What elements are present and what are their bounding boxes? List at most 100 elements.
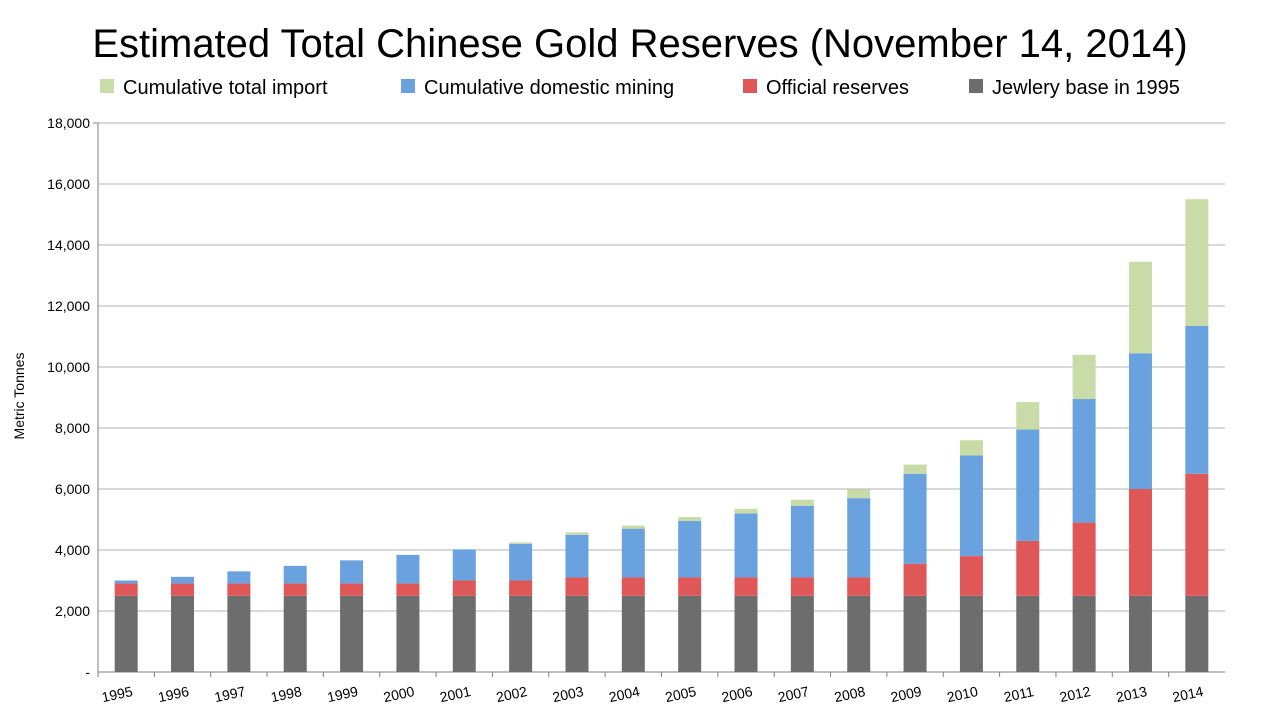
x-tick-label: 1999 <box>326 683 360 705</box>
legend-item: Jewlery base in 1995 <box>969 77 1180 99</box>
bar-segment-official-reserves-2014 <box>1185 473 1209 596</box>
x-tick-label: 2009 <box>889 683 923 705</box>
bar-segment-official-reserves-1996 <box>171 583 195 596</box>
bar-segment-official-reserves-1995 <box>114 583 138 596</box>
x-tick-label: 2005 <box>664 683 698 705</box>
bar-segment-official-reserves-2011 <box>1016 540 1040 596</box>
y-tick-label: 2,000 <box>55 603 90 619</box>
bar-segment-official-reserves-2007 <box>790 577 814 596</box>
bar-segment-official-reserves-2000 <box>396 583 420 596</box>
bar-segment-cumulative-domestic-mining-2006 <box>734 513 758 578</box>
bar-segment-cumulative-total-import-2008 <box>847 489 871 499</box>
x-tick-label: 1998 <box>269 683 303 705</box>
bar-segment-official-reserves-2001 <box>452 580 476 596</box>
legend-swatch <box>100 79 114 93</box>
bar-segment-jewlery-base-in-1995-1998 <box>283 595 307 672</box>
legend-item: Cumulative total import <box>100 77 328 99</box>
bar-segment-official-reserves-2004 <box>621 577 645 596</box>
bar-segment-cumulative-domestic-mining-2009 <box>903 473 927 564</box>
bar-segment-cumulative-total-import-2012 <box>1072 354 1096 400</box>
bar-segment-jewlery-base-in-1995-2001 <box>452 595 476 672</box>
bar-segment-cumulative-total-import-2011 <box>1016 402 1040 430</box>
bar-segment-jewlery-base-in-1995-2007 <box>790 595 814 672</box>
x-tick-label: 2010 <box>945 683 979 705</box>
bar-segment-cumulative-domestic-mining-2001 <box>452 549 476 581</box>
bar-segment-cumulative-domestic-mining-2013 <box>1128 353 1152 489</box>
y-tick-label: 8,000 <box>55 420 90 436</box>
bar-segment-cumulative-domestic-mining-2003 <box>565 534 589 578</box>
x-tick-label: 2006 <box>720 683 754 705</box>
x-tick-label: 2011 <box>1002 683 1035 705</box>
bar-segment-cumulative-total-import-2005 <box>678 517 702 522</box>
x-tick-label: 1996 <box>157 683 191 705</box>
bar-segment-jewlery-base-in-1995-2005 <box>678 595 702 672</box>
bar-segment-official-reserves-2010 <box>959 556 983 596</box>
y-tick-label: 14,000 <box>47 237 90 253</box>
bar-segment-cumulative-domestic-mining-1996 <box>171 576 195 584</box>
bar-segment-cumulative-domestic-mining-2008 <box>847 498 871 578</box>
legend-item: Official reserves <box>743 77 909 99</box>
x-tick-labels: 1995 1996 1997 1998 1999 2000 2001 2002 2003 2004… <box>100 683 1205 705</box>
x-tick-label: 2007 <box>776 683 810 705</box>
legend-label: Cumulative total import <box>123 77 328 99</box>
x-tick-label: 2004 <box>607 683 641 705</box>
x-tick-label: 2000 <box>382 683 416 705</box>
x-tick-label: 2014 <box>1171 683 1205 705</box>
bar-segment-cumulative-total-import-2010 <box>959 440 983 456</box>
x-tick-label: 2002 <box>495 683 529 705</box>
bar-segment-official-reserves-2013 <box>1128 489 1152 596</box>
bar-segment-official-reserves-1999 <box>340 583 364 596</box>
bar-segment-cumulative-total-import-2007 <box>790 499 814 506</box>
legend-label: Official reserves <box>766 77 909 99</box>
legend-swatch <box>969 79 983 93</box>
bar-segment-jewlery-base-in-1995-2013 <box>1128 595 1152 672</box>
legend-swatch <box>401 79 415 93</box>
y-tick-labels: - 2,000 4,000 6,000 8,000 10,000 12,000 14,000 1… <box>47 115 90 680</box>
bar-segment-jewlery-base-in-1995-2003 <box>565 595 589 672</box>
bar-segment-cumulative-domestic-mining-2011 <box>1016 429 1040 541</box>
bar-segment-cumulative-domestic-mining-2007 <box>790 505 814 578</box>
bar-segment-jewlery-base-in-1995-1995 <box>114 595 138 672</box>
legend: Cumulative total import Cumulative domest… <box>100 77 1180 99</box>
bar-segment-official-reserves-2012 <box>1072 522 1096 596</box>
bar-segment-cumulative-total-import-2006 <box>734 508 758 514</box>
bar-segment-cumulative-domestic-mining-2014 <box>1185 325 1209 474</box>
bar-segment-jewlery-base-in-1995-2014 <box>1185 595 1209 672</box>
bar-segment-cumulative-domestic-mining-2004 <box>621 528 645 578</box>
y-tick-label: - <box>85 664 90 680</box>
axes <box>93 122 1170 677</box>
bar-segment-official-reserves-1997 <box>227 583 251 596</box>
bar-segment-cumulative-domestic-mining-1998 <box>283 565 307 584</box>
bar-segment-jewlery-base-in-1995-2008 <box>847 595 871 672</box>
x-tick-label: 2012 <box>1058 683 1092 705</box>
bar-segment-cumulative-domestic-mining-2002 <box>509 543 533 581</box>
bar-segment-cumulative-total-import-2002 <box>509 542 533 544</box>
bar-segment-cumulative-domestic-mining-2005 <box>678 521 702 578</box>
bar-segment-cumulative-total-import-2003 <box>565 532 589 535</box>
bar-segment-cumulative-total-import-2004 <box>621 525 645 529</box>
bar-segment-jewlery-base-in-1995-2012 <box>1072 595 1096 672</box>
bar-segment-official-reserves-2006 <box>734 577 758 596</box>
bar-segment-official-reserves-2003 <box>565 577 589 596</box>
bar-segment-jewlery-base-in-1995-2010 <box>959 595 983 672</box>
bar-segment-cumulative-domestic-mining-1995 <box>114 580 138 584</box>
x-tick-label: 2001 <box>438 683 472 705</box>
bar-segment-jewlery-base-in-1995-2002 <box>509 595 533 672</box>
y-tick-label: 6,000 <box>55 481 90 497</box>
bar-segment-cumulative-total-import-2009 <box>903 464 927 474</box>
x-tick-label: 1995 <box>100 683 134 705</box>
bar-segment-jewlery-base-in-1995-1997 <box>227 595 251 672</box>
bar-segment-official-reserves-2009 <box>903 563 927 596</box>
bar-segment-cumulative-domestic-mining-2012 <box>1072 399 1096 523</box>
bar-segment-jewlery-base-in-1995-1996 <box>171 595 195 672</box>
bar-segment-jewlery-base-in-1995-2006 <box>734 595 758 672</box>
bar-segment-jewlery-base-in-1995-2000 <box>396 595 420 672</box>
x-tick-label: 1997 <box>213 683 247 705</box>
x-tick-label: 2008 <box>833 683 867 705</box>
legend-swatch <box>743 79 757 93</box>
legend-item: Cumulative domestic mining <box>401 77 674 99</box>
bar-segment-official-reserves-1998 <box>283 583 307 596</box>
bar-segment-jewlery-base-in-1995-2011 <box>1016 595 1040 672</box>
y-axis-title: Metric Tonnes <box>11 353 27 440</box>
